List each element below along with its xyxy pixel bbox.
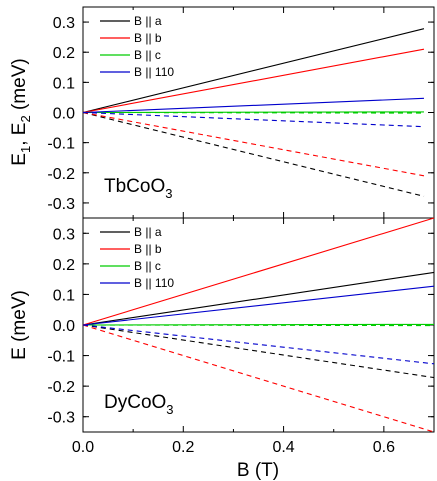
y-tick-label: 0.0 [53, 318, 75, 335]
series-dashed-line-4 [82, 111, 424, 128]
series-line-2 [82, 217, 435, 326]
y-tick-label: 0.2 [53, 45, 75, 62]
compound-label-subscript: 3 [166, 402, 173, 417]
compound-label-subscript: 3 [165, 186, 172, 201]
y-tick-label: -0.3 [47, 410, 75, 427]
y-tick-label: 0.3 [53, 15, 75, 32]
series-line-1 [82, 271, 435, 326]
series-dashed-line-2 [82, 111, 425, 177]
y-axis-label-part: , E [9, 123, 30, 146]
y-tick-label: 0.1 [53, 287, 75, 304]
series-dashed-line-1 [82, 324, 435, 379]
x-tick-label: 0.0 [72, 439, 94, 456]
series-line-4 [82, 285, 435, 326]
y-axis-label-top: E1, E2 (meV) [9, 58, 33, 165]
series-dashed-line-4 [82, 324, 435, 365]
series-line-4 [82, 97, 424, 114]
series-dashed-line-2 [82, 324, 435, 433]
y-tick-label: -0.2 [47, 166, 75, 183]
y-tick-label: 0.1 [53, 75, 75, 92]
legend-label: B || a [134, 14, 162, 28]
y-tick-label: 0.0 [53, 106, 75, 123]
series-line-3 [82, 111, 424, 114]
x-tick-label: 0.4 [272, 439, 294, 456]
series-line-2 [82, 48, 425, 114]
y-tick-label: -0.1 [47, 136, 75, 153]
legend-label: B || 110 [134, 276, 174, 290]
y-axis-label-part: 1 [18, 146, 33, 153]
legend-label: B || c [134, 48, 161, 62]
compound-label: DyCoO3 [104, 392, 174, 417]
legend-label: B || b [134, 242, 162, 256]
x-axis-label: B (T) [237, 460, 279, 481]
x-tick-label: 0.2 [172, 439, 194, 456]
series-dashed-line-3 [82, 324, 435, 327]
y-tick-label: -0.2 [47, 379, 75, 396]
y-tick-label: 0.2 [53, 257, 75, 274]
legend-label: B || b [134, 31, 162, 45]
compound-label: TbCoO3 [104, 176, 172, 201]
x-tick-label: 0.6 [373, 439, 395, 456]
y-tick-label: -0.1 [47, 349, 75, 366]
legend-label: B || 110 [134, 65, 174, 79]
series-line-1 [82, 28, 425, 114]
y-axis-label-part: (meV) [9, 58, 30, 115]
y-axis-label-bottom: E (meV) [9, 290, 30, 360]
y-axis-label-part: E [9, 153, 30, 166]
legend-label: B || a [134, 225, 162, 239]
y-tick-label: 0.3 [53, 226, 75, 243]
y-tick-label: -0.3 [47, 196, 75, 213]
series-dashed-line-1 [82, 111, 425, 197]
series-dashed-line-3 [82, 111, 424, 114]
y-axis-label-part: 2 [18, 115, 33, 122]
legend-label: B || c [134, 259, 161, 273]
compound-label-text: DyCoO [104, 392, 166, 413]
compound-label-text: TbCoO [104, 176, 165, 197]
